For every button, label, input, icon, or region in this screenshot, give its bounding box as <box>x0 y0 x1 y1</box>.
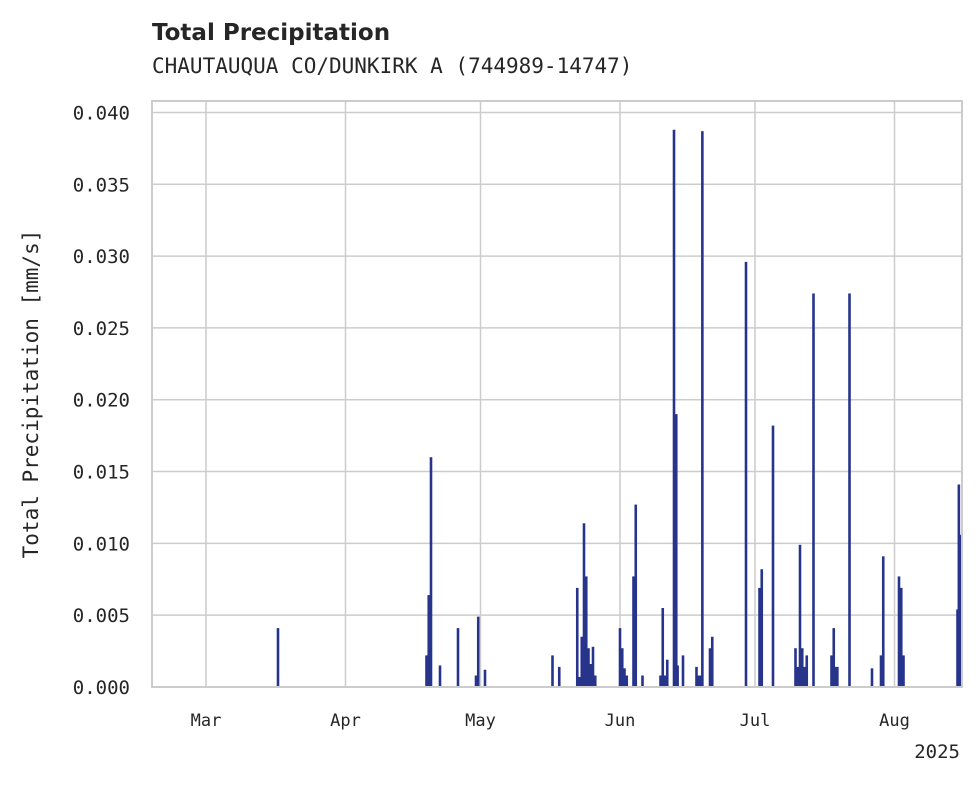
precipitation-bar <box>956 609 959 687</box>
precipitation-bar <box>798 544 802 687</box>
y-tick-label: 0.010 <box>73 533 130 555</box>
x-tick-labels: Mar Apr May Jun Jul Aug <box>191 711 910 731</box>
precipitation-bar <box>578 676 581 687</box>
precipitation-bar <box>701 131 704 687</box>
precipitation-bar <box>708 648 712 687</box>
precipitation-bar <box>744 261 748 687</box>
precipitation-bar <box>665 659 669 687</box>
precipitation-bar <box>618 628 622 687</box>
precipitation-bar <box>794 648 797 687</box>
precipitation-bar <box>641 675 644 687</box>
precipitation-bar <box>676 665 679 687</box>
y-gridlines <box>152 111 962 688</box>
precipitation-bar <box>589 664 593 687</box>
precipitation-bar <box>771 425 775 687</box>
precipitation-bar <box>848 293 851 687</box>
precipitation-bar <box>438 665 442 687</box>
y-tick-label: 0.015 <box>73 462 130 484</box>
precipitation-bar <box>803 666 806 687</box>
y-axis-label: Total Precipitation [mm/s] <box>19 230 43 559</box>
precipitation-bar <box>879 655 883 687</box>
precipitation-bar <box>483 669 487 687</box>
precipitation-bar <box>634 504 638 687</box>
precipitation-bar <box>625 675 629 687</box>
x-tick-label: Mar <box>191 711 222 731</box>
y-tick-label: 0.025 <box>73 318 130 340</box>
precipitation-bar <box>870 668 874 687</box>
precipitation-bar <box>429 457 433 687</box>
precipitation-bar <box>663 675 667 687</box>
precipitation-bar <box>672 129 676 688</box>
precipitation-bar <box>587 648 590 687</box>
precipitation-bar <box>584 576 588 687</box>
precipitation-bar <box>575 587 579 687</box>
precipitation-bar <box>796 666 800 687</box>
precipitation-bar <box>632 576 635 687</box>
precipitation-bar <box>760 569 764 687</box>
precipitation-bar <box>425 655 428 687</box>
y-tick-label: 0.035 <box>73 174 130 196</box>
precipitation-bar <box>427 595 431 687</box>
precipitation-bar <box>681 655 685 687</box>
precipitation-bar <box>276 628 280 687</box>
y-tick-label: 0.020 <box>73 390 130 412</box>
chart-title: Total Precipitation <box>152 20 390 46</box>
precipitation-bar <box>582 523 586 687</box>
precipitation-bar <box>800 648 804 687</box>
precipitation-bar <box>812 293 815 687</box>
precipitation-bar <box>551 655 554 687</box>
precipitation-bar <box>899 587 903 687</box>
precipitation-bar <box>580 636 584 687</box>
precipitation-bar <box>661 608 665 687</box>
precipitation-bar <box>695 666 698 687</box>
precipitation-bar <box>674 414 678 687</box>
precipitation-bar <box>697 675 701 687</box>
precipitation-bar <box>958 534 962 687</box>
x-tick-label: Jun <box>605 711 636 731</box>
precipitation-bars <box>276 129 962 688</box>
precipitation-bar <box>456 628 460 687</box>
precipitation-bar <box>830 655 833 687</box>
precipitation-bar <box>836 666 839 687</box>
y-tick-label: 0.030 <box>73 246 130 268</box>
precipitation-bar <box>623 668 626 687</box>
y-tick-label: 0.000 <box>73 677 130 699</box>
precipitation-bar <box>699 675 703 687</box>
y-tick-label: 0.005 <box>73 605 130 627</box>
year-label: 2025 <box>914 741 960 763</box>
x-tick-label: May <box>465 711 496 731</box>
precipitation-bar <box>832 628 836 687</box>
precipitation-bar <box>710 636 714 687</box>
precipitation-bar <box>957 484 961 687</box>
precipitation-bar <box>805 655 809 687</box>
chart-subtitle: CHAUTAUQUA CO/DUNKIRK A (744989-14747) <box>152 54 632 78</box>
precipitation-bar <box>620 648 624 687</box>
plot-frame <box>151 100 963 688</box>
precipitation-bar <box>593 675 597 687</box>
precipitation-bar <box>834 666 838 687</box>
precipitation-bar <box>897 576 901 687</box>
x-tick-label: Apr <box>330 711 361 731</box>
y-tick-label: 0.040 <box>73 102 130 124</box>
x-tick-label: Jul <box>740 711 771 731</box>
x-gridlines <box>205 101 896 687</box>
precipitation-bar <box>659 675 662 687</box>
precipitation-bar <box>758 587 761 687</box>
precipitation-bar <box>881 556 885 687</box>
x-tick-label: Aug <box>879 711 910 731</box>
precipitation-bar <box>557 666 561 687</box>
precipitation-bar <box>476 616 480 687</box>
precipitation-bar <box>591 646 595 687</box>
precipitation-bar <box>902 655 905 687</box>
y-tick-labels: 0.000 0.005 0.010 0.015 0.020 0.025 0.030 0.035… <box>73 102 130 699</box>
precipitation-bar <box>474 675 478 687</box>
